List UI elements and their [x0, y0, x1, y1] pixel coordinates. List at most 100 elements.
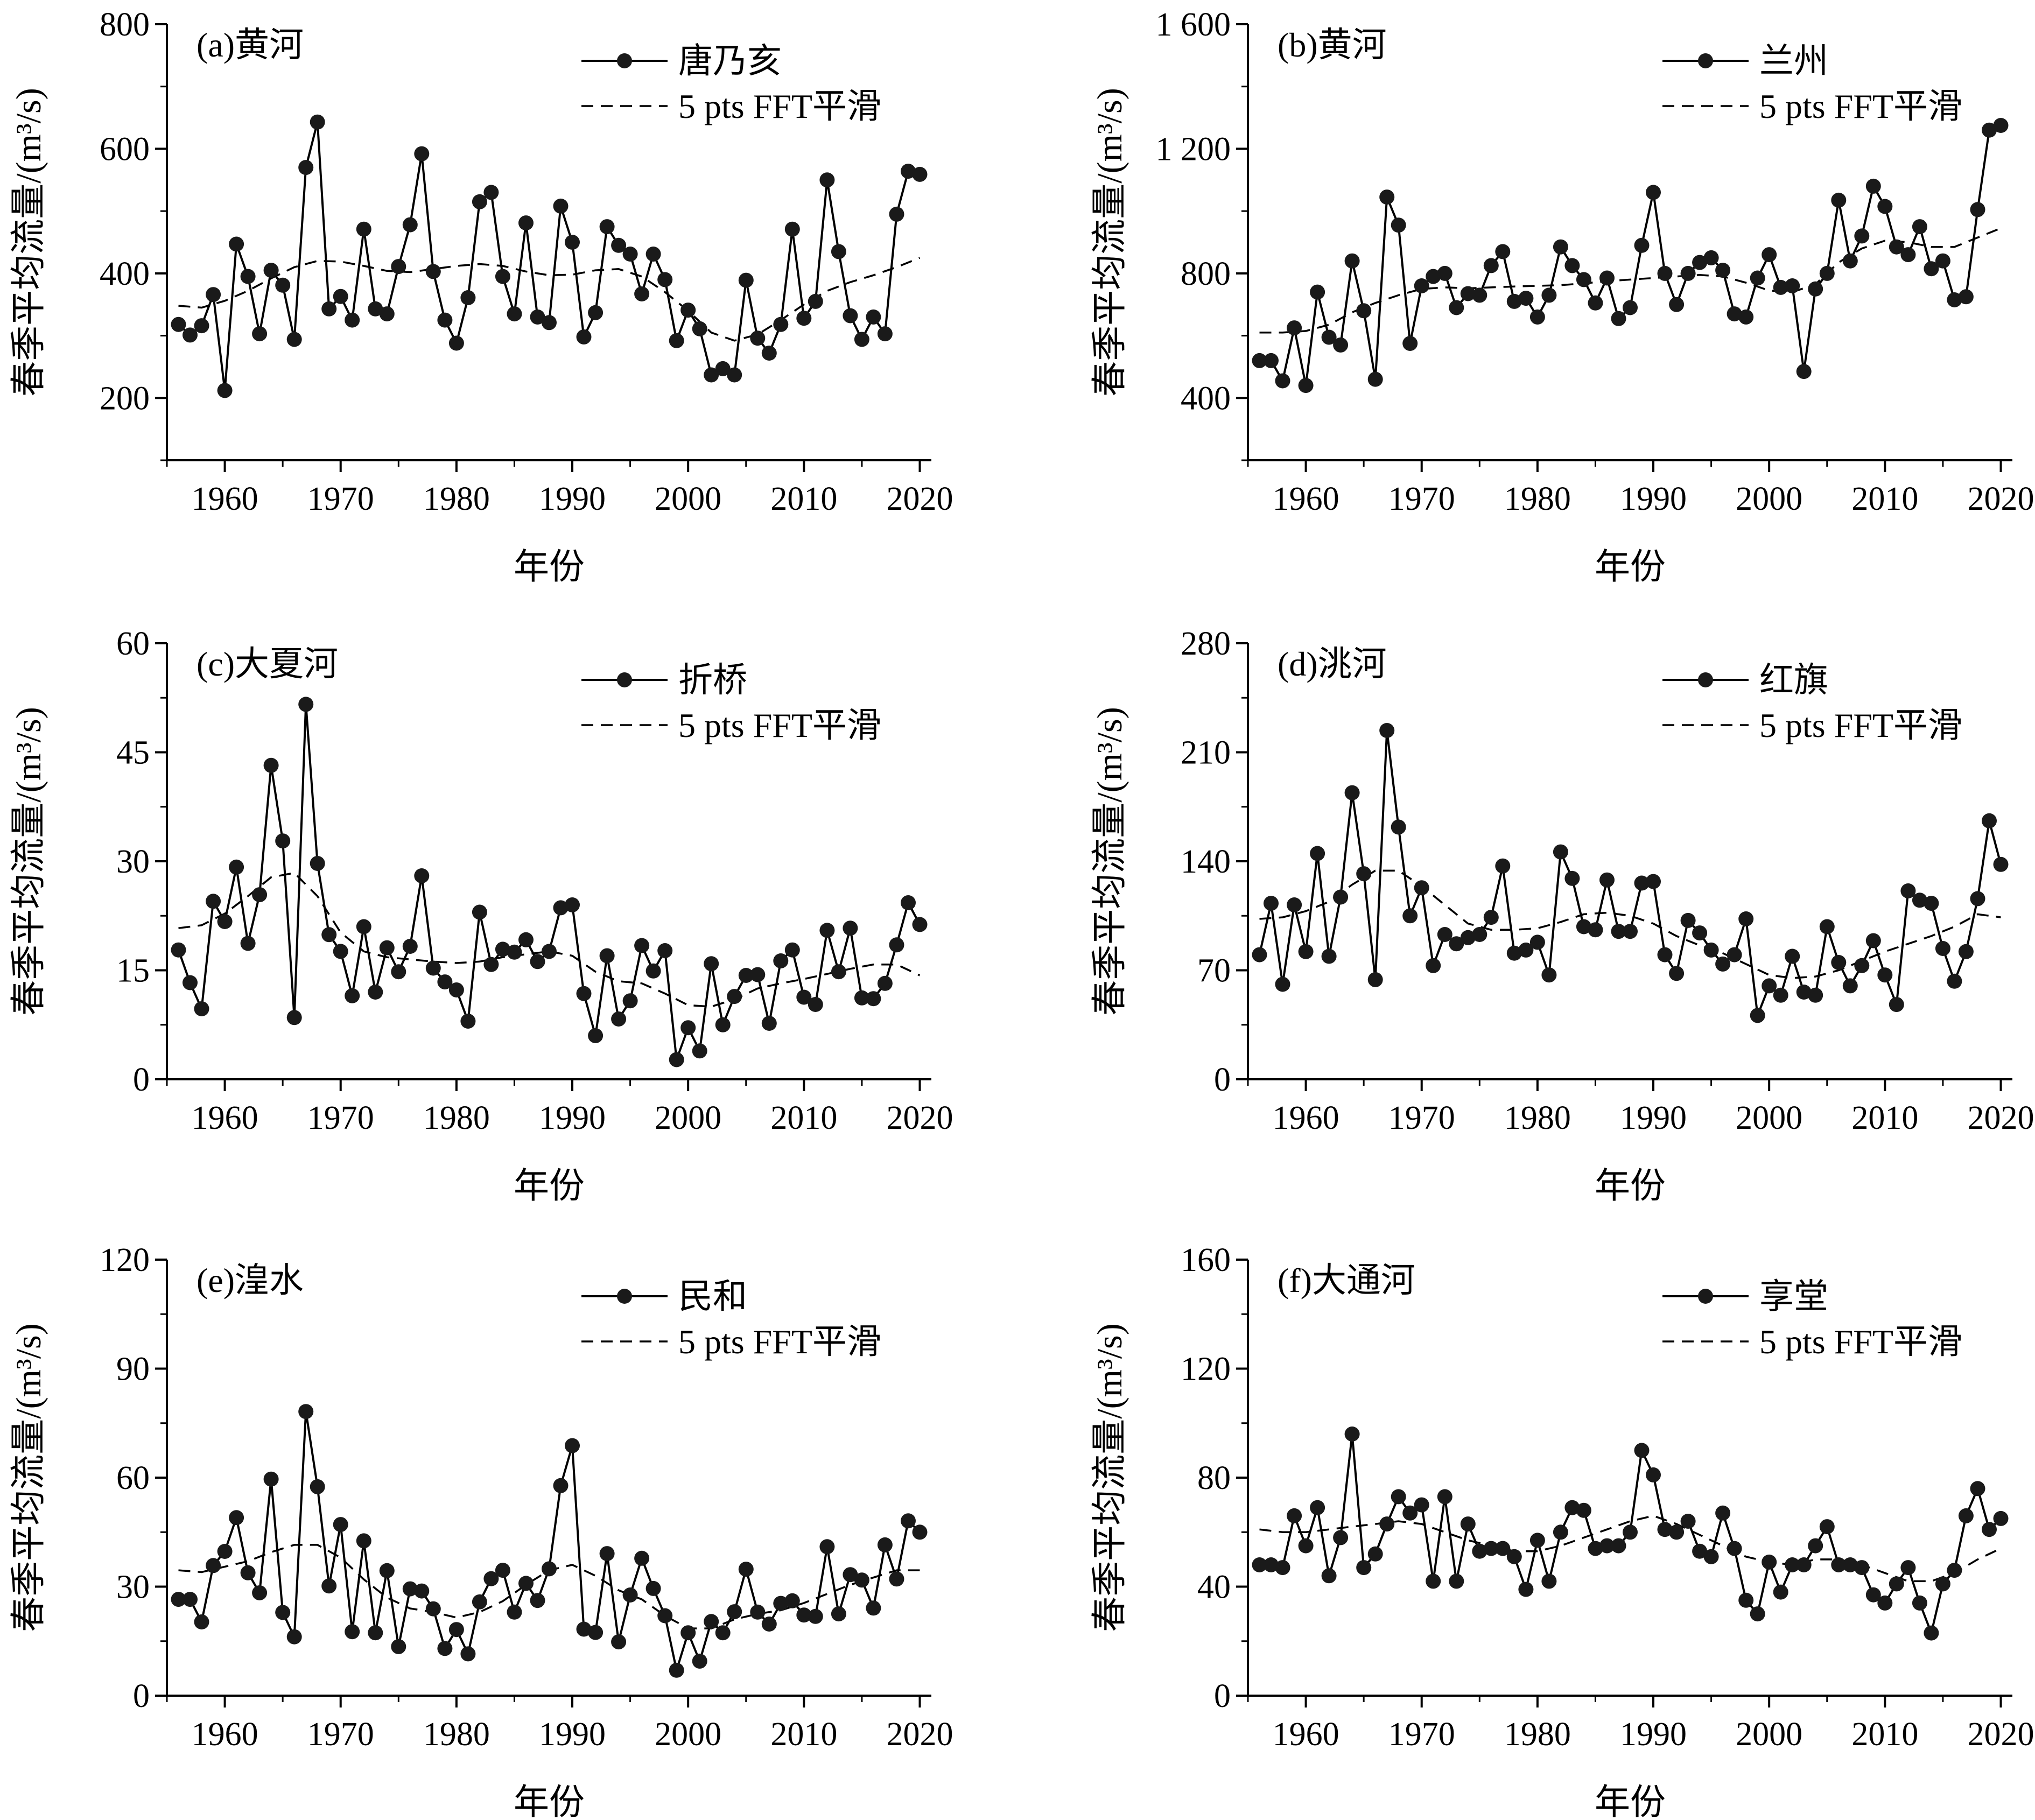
x-tick-label: 2000	[655, 1100, 721, 1136]
y-tick-label: 200	[100, 380, 150, 417]
data-point	[808, 293, 823, 309]
data-point	[727, 1604, 742, 1620]
data-point	[1414, 278, 1429, 293]
data-point	[1449, 936, 1464, 952]
data-point	[1611, 924, 1626, 939]
data-point	[901, 1513, 916, 1529]
x-tick-label: 2010	[1851, 1100, 1918, 1136]
data-point	[901, 895, 916, 910]
x-tick-label: 1970	[307, 1716, 374, 1753]
data-point	[1391, 819, 1406, 835]
data-point	[1970, 891, 1985, 907]
data-point	[495, 269, 510, 284]
data-point	[553, 198, 569, 214]
x-tick-label: 1960	[192, 481, 258, 517]
data-point	[657, 1608, 673, 1624]
data-point	[1692, 255, 1708, 270]
data-point	[1275, 976, 1290, 992]
data-point	[1831, 955, 1847, 970]
x-tick-label: 2020	[886, 1716, 953, 1753]
data-point	[1785, 1557, 1800, 1572]
data-point	[472, 904, 487, 920]
data-point	[773, 953, 789, 968]
data-point	[1831, 1557, 1847, 1572]
data-point	[1564, 258, 1580, 273]
x-axis-label: 年份	[514, 1783, 585, 1820]
data-point	[715, 1017, 731, 1032]
y-tick-label: 400	[100, 256, 150, 292]
data-point	[1958, 1508, 1974, 1523]
data-point	[286, 332, 302, 347]
data-point	[321, 1578, 337, 1594]
panel-label: (f)大通河	[1278, 1261, 1415, 1299]
y-tick-label: 280	[1181, 626, 1231, 662]
data-point	[530, 1593, 545, 1608]
y-tick-label: 800	[1181, 256, 1231, 292]
data-point	[738, 968, 754, 983]
data-point	[1657, 947, 1673, 962]
data-point	[761, 1617, 777, 1632]
data-point	[1564, 870, 1580, 886]
data-point	[1321, 1568, 1337, 1584]
chart-panel-6: 0 40 80 120 160 1960 1970 1980 1990 2000 2010 2020 年…	[1090, 1242, 2034, 1820]
x-tick-label: 1970	[307, 1100, 374, 1136]
data-point	[831, 1606, 846, 1622]
data-point	[1541, 967, 1557, 983]
data-point	[391, 1639, 406, 1654]
data-point	[622, 1587, 638, 1603]
data-point	[1414, 1497, 1429, 1513]
y-axis-label: 春季平均流量/(m³/s)	[1090, 1323, 1129, 1632]
data-point	[622, 247, 638, 262]
data-point	[1935, 941, 1950, 956]
data-point	[298, 160, 314, 175]
data-point	[1912, 1595, 1927, 1611]
data-point	[669, 1662, 684, 1678]
data-point	[611, 237, 627, 253]
x-tick-label: 2000	[655, 1716, 721, 1753]
data-point	[750, 331, 766, 346]
y-tick-label: 40	[1197, 1569, 1231, 1606]
data-point	[1773, 279, 1788, 295]
data-point	[1356, 866, 1372, 882]
data-point	[588, 1028, 604, 1043]
data-point	[183, 1592, 198, 1607]
data-point	[391, 259, 406, 275]
y-tick-label: 15	[116, 953, 150, 989]
data-point	[542, 944, 557, 959]
chart-panel-3: 0 15 30 45 60 1960 1970 1980 1990 2000 2010 2020 年份 春…	[9, 626, 953, 1206]
data-point	[565, 1438, 580, 1453]
data-point	[1889, 1576, 1904, 1592]
data-point	[669, 333, 684, 348]
data-point	[1287, 897, 1302, 912]
data-point	[680, 1020, 696, 1036]
y-axis-label: 春季平均流量/(m³/s)	[1090, 88, 1129, 396]
data-point	[217, 1544, 233, 1559]
data-point	[1623, 1524, 1638, 1540]
data-point	[1877, 1595, 1893, 1611]
data-point	[1553, 1524, 1568, 1540]
y-tick-label: 120	[100, 1242, 150, 1278]
data-point	[240, 1565, 256, 1580]
data-point	[1900, 1560, 1916, 1576]
data-point	[1623, 924, 1638, 939]
data-point	[866, 309, 881, 325]
data-point	[1958, 289, 1974, 305]
data-point	[507, 1604, 522, 1620]
data-point	[263, 757, 279, 773]
data-point	[518, 215, 534, 231]
data-point	[1576, 919, 1591, 934]
data-point	[645, 1580, 661, 1596]
data-point	[1321, 948, 1337, 964]
data-point	[379, 1563, 395, 1578]
y-tick-label: 210	[1181, 735, 1231, 771]
data-point	[425, 960, 441, 976]
data-point	[819, 923, 835, 938]
data-point	[1611, 311, 1626, 326]
x-tick-label: 1990	[539, 481, 606, 517]
legend-marker-sample	[1698, 1289, 1713, 1304]
data-point	[553, 1478, 569, 1493]
data-point	[530, 954, 545, 969]
x-tick-label: 1980	[1504, 1716, 1571, 1753]
data-point	[1773, 1584, 1788, 1600]
